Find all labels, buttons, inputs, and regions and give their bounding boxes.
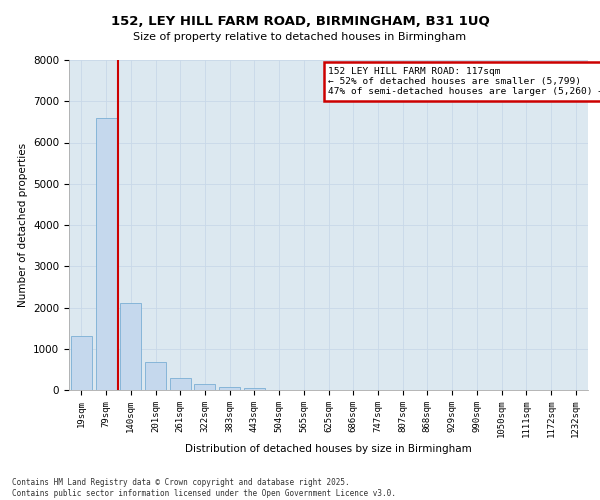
Text: Size of property relative to detached houses in Birmingham: Size of property relative to detached ho… [133, 32, 467, 42]
Bar [219, 386, 240, 390]
Bar [194, 384, 215, 390]
Bar [120, 304, 141, 390]
Bar [95, 118, 116, 390]
X-axis label: Distribution of detached houses by size in Birmingham: Distribution of detached houses by size … [185, 444, 472, 454]
Bar [145, 362, 166, 390]
Bar [170, 378, 191, 390]
Bar [71, 336, 92, 390]
Bar [244, 388, 265, 390]
Text: Contains HM Land Registry data © Crown copyright and database right 2025.
Contai: Contains HM Land Registry data © Crown c… [12, 478, 396, 498]
Text: 152 LEY HILL FARM ROAD: 117sqm
← 52% of detached houses are smaller (5,799)
47% : 152 LEY HILL FARM ROAD: 117sqm ← 52% of … [329, 66, 600, 96]
Y-axis label: Number of detached properties: Number of detached properties [17, 143, 28, 307]
Text: 152, LEY HILL FARM ROAD, BIRMINGHAM, B31 1UQ: 152, LEY HILL FARM ROAD, BIRMINGHAM, B31… [110, 15, 490, 28]
